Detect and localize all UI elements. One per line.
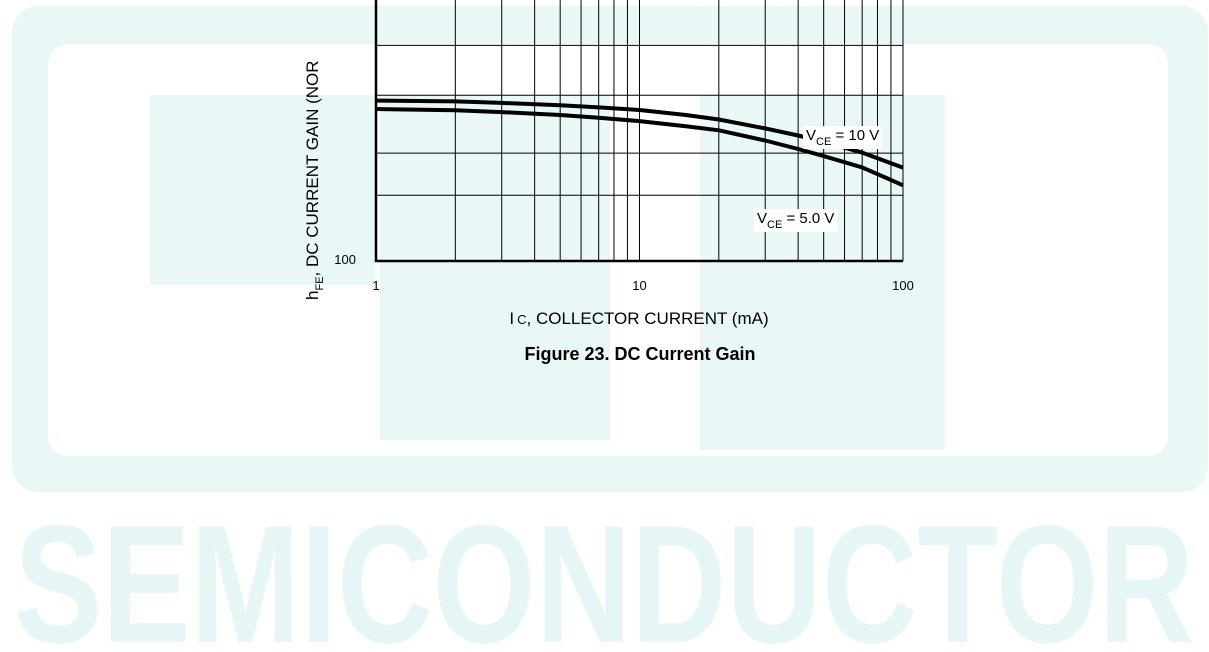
series-label-vce-10: VCE = 10 V xyxy=(806,127,879,148)
x-tick-label: 10 xyxy=(632,278,646,293)
series-label-background xyxy=(803,126,883,149)
x-axis-label: I C, COLLECTOR CURRENT (mA) xyxy=(509,309,768,328)
watermark-text: SEMICONDUCTOR xyxy=(14,490,1194,652)
series-label-vce-5: VCE = 5.0 V xyxy=(757,210,834,231)
x-tick-label: 1 xyxy=(372,278,379,293)
y-axis-label: hFE, DC CURRENT GAIN (NOR xyxy=(303,60,326,300)
figure-caption: Figure 23. DC Current Gain xyxy=(524,344,755,364)
series-label-background xyxy=(754,209,838,232)
etc-logo xyxy=(12,6,1208,492)
x-tick-label: 100 xyxy=(892,278,914,293)
x-tick-labels: 1 10 100 xyxy=(372,278,913,293)
series-line-1 xyxy=(375,107,904,188)
y-tick-label: 100 xyxy=(334,252,356,267)
